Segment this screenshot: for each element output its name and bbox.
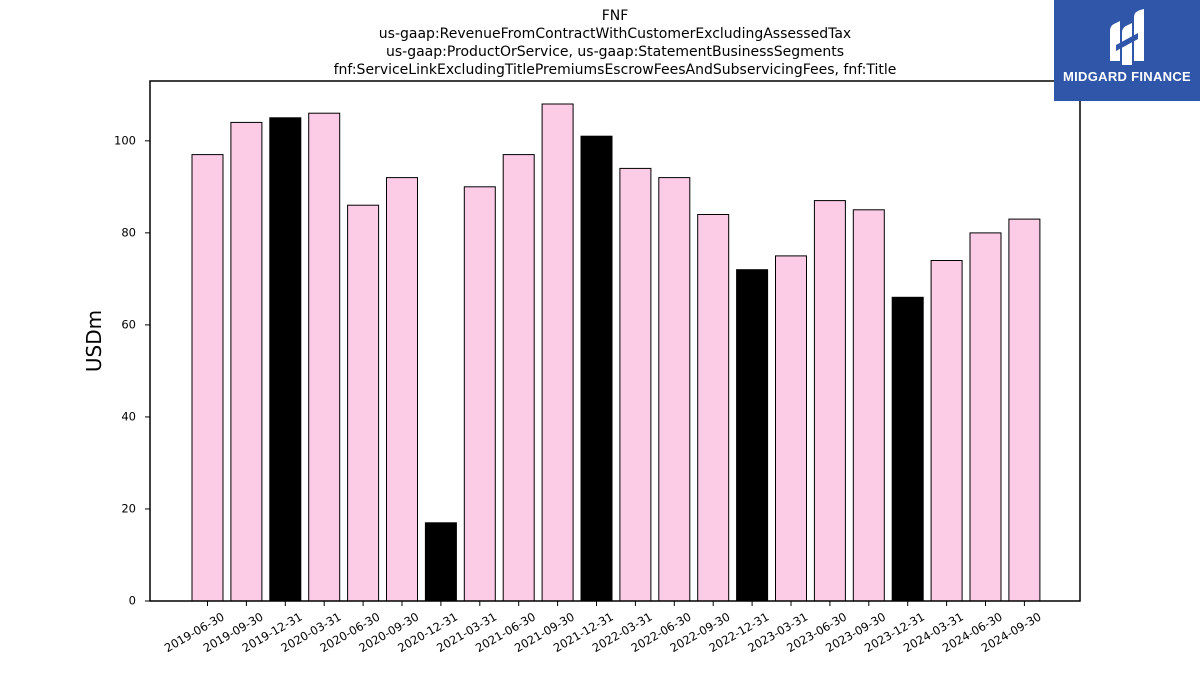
bar-2022-03-31: [619, 167, 652, 602]
bars-group: [191, 103, 1041, 602]
bar-2022-12-31: [736, 269, 769, 602]
bar-2020-06-30: [347, 204, 380, 602]
bar-2022-06-30: [658, 177, 691, 602]
y-axis-label: USDm: [82, 310, 106, 372]
midgard-finance-logo: MIDGARD FINANCE: [1054, 0, 1200, 101]
bar-2021-03-31: [463, 186, 496, 602]
bar-2019-06-30: [191, 154, 224, 602]
bar-2020-12-31: [424, 522, 457, 602]
bar-2024-03-31: [930, 260, 963, 602]
y-tick-label: 20: [121, 501, 136, 515]
midgard-finance-logo-icon: [1110, 9, 1144, 65]
bar-2023-09-30: [852, 209, 885, 602]
bar-2022-09-30: [697, 214, 730, 602]
y-tick-label: 60: [121, 317, 136, 331]
chart-title-line: us-gaap:RevenueFromContractWithCustomerE…: [378, 26, 852, 42]
y-tick-label: 100: [114, 133, 136, 147]
bar-2021-06-30: [502, 154, 535, 602]
bar-2019-12-31: [269, 117, 302, 602]
y-axis-ticks: 0 20 40 60 80 100: [114, 133, 150, 608]
bar-2021-12-31: [580, 135, 613, 602]
y-tick-label: 0: [129, 594, 136, 608]
chart-title-line: fnf:ServiceLinkExcludingTitlePremiumsEsc…: [333, 62, 897, 78]
chart-title: FNF us-gaap:RevenueFromContractWithCusto…: [150, 7, 1080, 79]
bar-2020-09-30: [386, 177, 418, 602]
bar-2021-09-30: [541, 103, 574, 602]
bar-2020-03-31: [308, 112, 341, 602]
bar-2023-12-31: [891, 296, 924, 602]
bar-2019-09-30: [230, 121, 263, 602]
x-axis-ticks: 2019-06-302019-09-302019-12-312020-03-31…: [162, 601, 1044, 655]
y-tick-label: 80: [121, 225, 136, 239]
y-tick-label: 40: [121, 409, 136, 423]
bar-2023-03-31: [775, 255, 807, 602]
bar-2024-06-30: [969, 232, 1002, 602]
bar-2024-09-30: [1008, 218, 1041, 602]
chart-title-line: FNF: [601, 8, 629, 24]
bar-2023-06-30: [813, 200, 846, 602]
plot-frame: [149, 80, 1081, 602]
chart-title-line: us-gaap:ProductOrService, us-gaap:Statem…: [385, 44, 844, 60]
logo-text: MIDGARD FINANCE: [1063, 69, 1191, 84]
